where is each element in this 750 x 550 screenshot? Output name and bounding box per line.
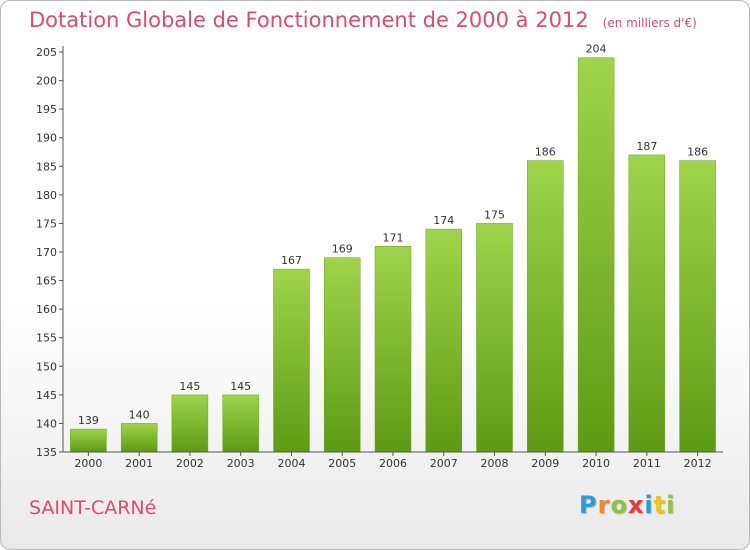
brand-logo: Proxiti xyxy=(579,491,675,519)
bar-2006 xyxy=(374,246,412,453)
bar-value-label: 186 xyxy=(535,146,556,159)
x-tick-label: 2008 xyxy=(481,457,509,470)
bar-value-label: 175 xyxy=(484,208,505,221)
brand-letter: r xyxy=(597,491,611,519)
bar-2012 xyxy=(679,160,716,453)
brand-letter: i xyxy=(666,491,676,519)
x-axis: 2000 2001 2002 2003 2004 2005 2006 2007 2008 2009… xyxy=(63,451,723,470)
bar-2008 xyxy=(476,223,513,453)
y-tick-label: 190 xyxy=(36,132,57,145)
y-tick-label: 200 xyxy=(36,75,57,88)
y-tick-label: 205 xyxy=(36,46,57,59)
bar-value-label: 140 xyxy=(129,408,150,421)
commune-name: SAINT-CARNé xyxy=(29,497,157,519)
bar-2005 xyxy=(323,257,361,453)
x-tick-label: 2005 xyxy=(328,457,356,470)
bar-2002 xyxy=(171,394,209,453)
bar-2010 xyxy=(577,57,615,453)
bar-value-label: 139 xyxy=(78,414,99,427)
x-tick-label: 2012 xyxy=(684,457,712,470)
bar-value-label: 167 xyxy=(281,254,302,267)
x-tick-label: 2002 xyxy=(176,457,204,470)
bar-value-label: 145 xyxy=(179,380,200,393)
brand-letter: i xyxy=(644,491,654,519)
x-tick-label: 2010 xyxy=(582,457,610,470)
x-tick-label: 2000 xyxy=(74,457,102,470)
y-tick-label: 180 xyxy=(36,189,57,202)
brand-letter: o xyxy=(610,491,628,519)
y-tick-label: 195 xyxy=(36,103,57,116)
y-tick-label: 135 xyxy=(36,446,57,459)
bar-value-label: 187 xyxy=(636,140,657,153)
bar-2011 xyxy=(628,154,666,453)
y-tick-label: 170 xyxy=(36,246,57,259)
y-tick-label: 145 xyxy=(36,389,57,402)
chart-title: Dotation Globale de Fonctionnement de 20… xyxy=(29,8,697,32)
y-tick-label: 150 xyxy=(36,360,57,373)
bar-2007 xyxy=(425,228,463,453)
y-tick-label: 140 xyxy=(36,417,57,430)
brand-letter: x xyxy=(627,491,645,519)
x-tick-label: 2007 xyxy=(430,457,458,470)
bar-value-label: 169 xyxy=(332,243,353,256)
bar-2000 xyxy=(70,428,107,453)
y-axis: 135 140 145 150 155 160 165 170 175 180 185 190 195 2… xyxy=(36,46,64,459)
brand-letter: P xyxy=(579,491,598,519)
y-tick-label: 165 xyxy=(36,275,57,288)
brand-letter: t xyxy=(653,491,667,519)
x-tick-label: 2009 xyxy=(531,457,559,470)
bar-value-label: 204 xyxy=(586,43,607,56)
x-tick-label: 2004 xyxy=(277,457,305,470)
bar-value-label: 174 xyxy=(433,214,454,227)
y-tick-label: 155 xyxy=(36,332,57,345)
bar-2009 xyxy=(527,160,564,453)
y-tick-label: 185 xyxy=(36,160,57,173)
y-tick-label: 175 xyxy=(36,217,57,230)
bar-2001 xyxy=(120,423,158,453)
bars: 139 140 145 145 167 169 171 174 175 186 204 187 186 xyxy=(70,43,716,453)
bar-value-label: 145 xyxy=(230,380,251,393)
chart-title-text: Dotation Globale de Fonctionnement de 20… xyxy=(29,8,589,32)
bar-2003 xyxy=(222,394,259,453)
y-tick-label: 160 xyxy=(36,303,57,316)
x-tick-label: 2001 xyxy=(125,457,153,470)
x-tick-label: 2011 xyxy=(633,457,661,470)
x-tick-label: 2003 xyxy=(227,457,255,470)
x-tick-label: 2006 xyxy=(379,457,407,470)
bar-value-label: 186 xyxy=(687,146,708,159)
bar-2004 xyxy=(273,268,310,453)
chart-subtitle: (en milliers d'€) xyxy=(602,16,697,30)
bar-value-label: 171 xyxy=(383,231,404,244)
